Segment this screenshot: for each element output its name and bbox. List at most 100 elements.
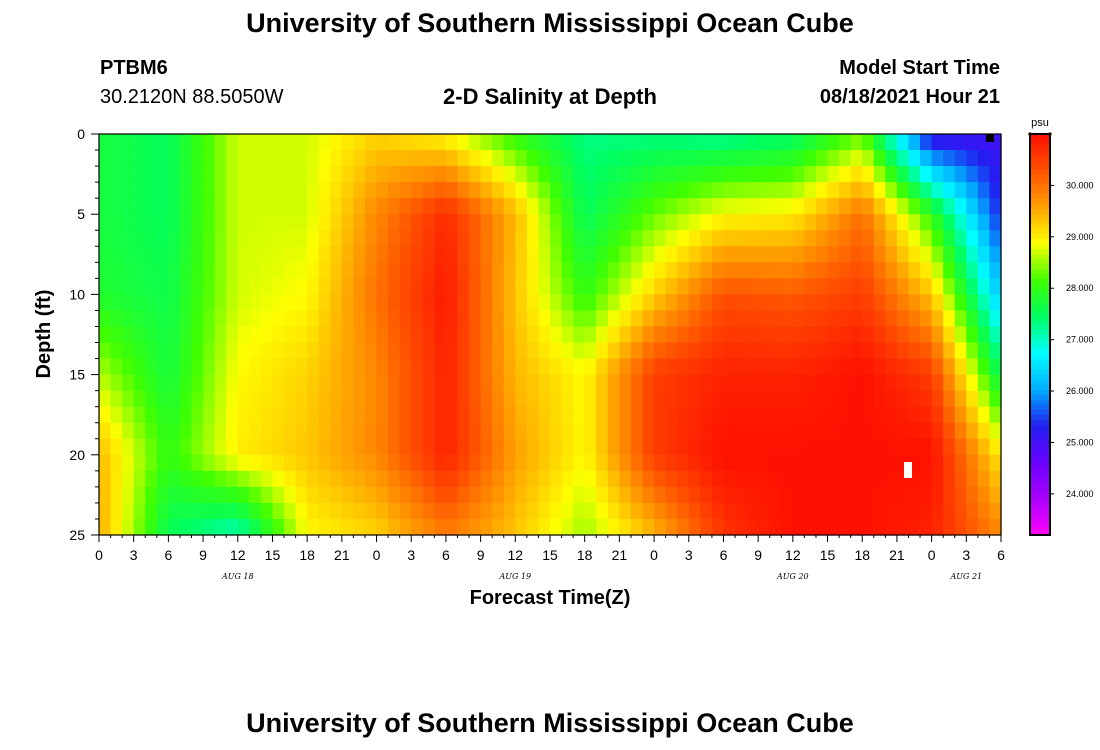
heatmap-cell [989, 358, 1002, 376]
heatmap-cell [654, 230, 667, 247]
heatmap-cell [908, 358, 921, 376]
heatmap-cell [272, 262, 285, 279]
heatmap-cell [815, 518, 829, 536]
heatmap-cell [677, 262, 690, 279]
heatmap-cell [445, 166, 459, 183]
heatmap-cell [295, 470, 308, 488]
heatmap-cell [711, 230, 725, 247]
heatmap-cell [260, 198, 274, 215]
heatmap-cell [492, 326, 505, 344]
heatmap-cell [214, 198, 227, 215]
heatmap-cell [839, 518, 852, 536]
heatmap-cell [792, 310, 806, 328]
model-start-time: 08/18/2021 Hour 21 [819, 86, 1000, 108]
heatmap-cell [422, 326, 435, 344]
heatmap-cell [688, 278, 701, 295]
heatmap-cell [122, 246, 135, 263]
heatmap-cell [654, 470, 667, 488]
heatmap-cell [203, 182, 216, 199]
heatmap-cell [145, 182, 158, 199]
heatmap-cell [330, 358, 343, 376]
heatmap-cell [318, 470, 331, 488]
heatmap-cell [619, 470, 632, 488]
heatmap-cell [203, 438, 216, 456]
heatmap-cell [295, 422, 308, 440]
heatmap-cell [943, 358, 956, 376]
heatmap-cell [966, 374, 979, 392]
heatmap-cell [665, 150, 678, 167]
heatmap-cell [307, 374, 320, 392]
heatmap-cell [538, 438, 551, 456]
colorbar-segment [1030, 259, 1050, 265]
heatmap-cell [561, 422, 574, 440]
heatmap-cell [758, 390, 771, 408]
heatmap-cell [388, 182, 401, 199]
heatmap-cell [954, 326, 967, 344]
heatmap-cell [110, 134, 123, 151]
heatmap-cell [249, 310, 262, 328]
heatmap-cell [885, 134, 898, 151]
heatmap-cell [526, 406, 540, 424]
heatmap-cell [607, 214, 620, 231]
heatmap-cell [607, 406, 620, 424]
heatmap-cell [249, 374, 262, 392]
heatmap-cell [596, 502, 609, 520]
heatmap-cell [295, 262, 308, 279]
heatmap-cell [272, 374, 285, 392]
heatmap-cell [839, 358, 852, 376]
heatmap-cell [191, 406, 204, 424]
heatmap-cell [596, 198, 609, 215]
heatmap-cell [665, 198, 678, 215]
heatmap-cell [827, 358, 840, 376]
heatmap-cell [977, 486, 991, 504]
heatmap-cell [735, 230, 748, 247]
heatmap-cell [873, 294, 886, 312]
colorbar-segment [1030, 359, 1050, 366]
heatmap-cell [503, 390, 516, 408]
heatmap-cell [168, 166, 181, 183]
heatmap-cell [920, 182, 933, 199]
heatmap-cell [503, 134, 516, 151]
colorbar-segment [1030, 264, 1050, 270]
heatmap-cell [735, 166, 748, 183]
heatmap-cell [156, 390, 169, 408]
colorbar-segment [1030, 159, 1050, 165]
colorbar-segment [1030, 409, 1050, 416]
heatmap-cell [99, 294, 112, 312]
heatmap-cell [769, 486, 782, 504]
heatmap-cell [688, 374, 701, 392]
heatmap-cell [353, 358, 366, 376]
heatmap-cell [133, 294, 146, 312]
heatmap-cell [179, 502, 193, 520]
heatmap-cell [515, 326, 528, 344]
heatmap-cell [792, 390, 806, 408]
heatmap-cell [920, 230, 933, 247]
heatmap-cell [353, 182, 366, 199]
heatmap-cell [873, 246, 886, 263]
heatmap-cell [943, 166, 956, 183]
heatmap-cell [156, 166, 169, 183]
heatmap-cell [503, 502, 516, 520]
heatmap-cell [445, 406, 459, 424]
heatmap-cell [550, 438, 563, 456]
heatmap-cell [307, 150, 320, 167]
heatmap-cell [260, 166, 274, 183]
heatmap-cell [203, 486, 216, 504]
heatmap-cell [792, 166, 806, 183]
heatmap-cell [850, 342, 863, 360]
heatmap-cell [260, 262, 274, 279]
y-tick-label: 25 [69, 527, 85, 543]
heatmap-cell [931, 230, 944, 247]
heatmap-cell [110, 326, 123, 344]
heatmap-cell [110, 374, 123, 392]
heatmap-cell [434, 518, 447, 536]
heatmap-cell [307, 486, 320, 504]
heatmap-cell [480, 342, 493, 360]
heatmap-cell [735, 214, 748, 231]
heatmap-cell [330, 486, 343, 504]
heatmap-cell [168, 230, 181, 247]
heatmap-cell [550, 166, 563, 183]
heatmap-cell [573, 486, 586, 504]
x-tick-label: 0 [95, 547, 103, 563]
heatmap-cell [480, 502, 493, 520]
